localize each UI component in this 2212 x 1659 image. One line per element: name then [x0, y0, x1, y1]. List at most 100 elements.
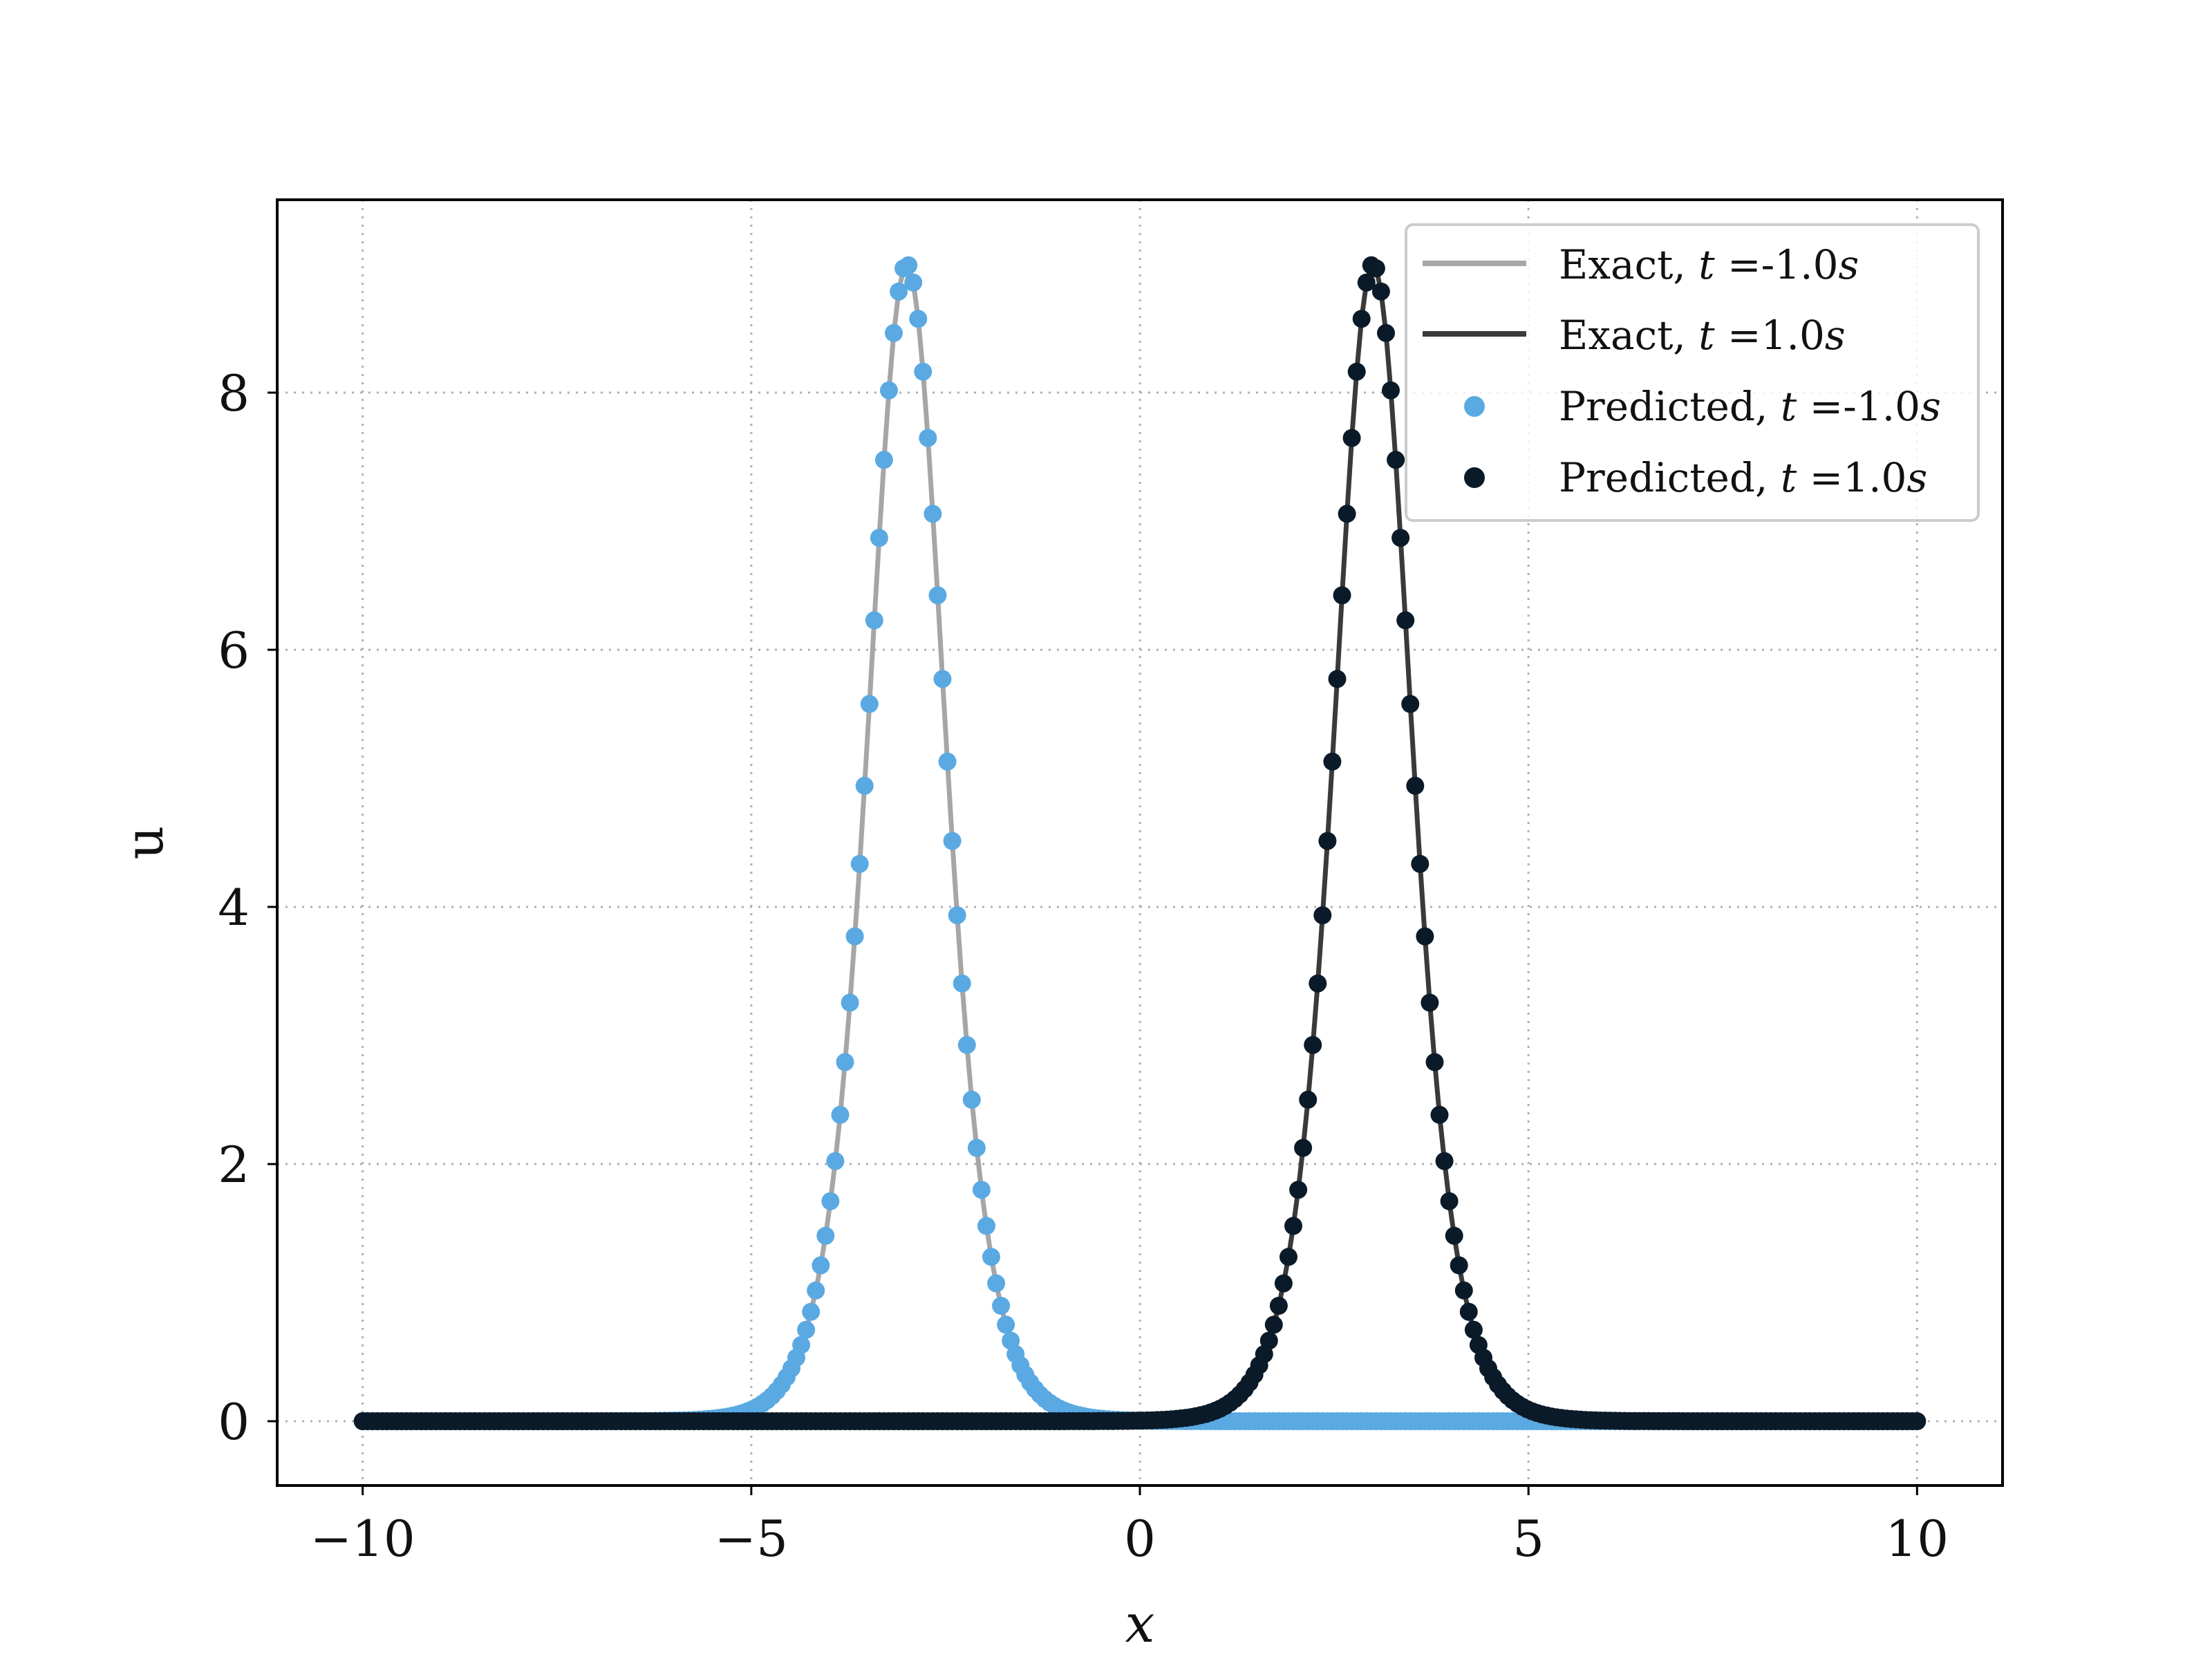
- y-tick-label: 0: [218, 1393, 250, 1451]
- data-point: [1371, 282, 1390, 301]
- data-point: [1459, 1302, 1478, 1321]
- data-point: [933, 670, 952, 688]
- data-point: [812, 1256, 830, 1275]
- data-point: [1264, 1315, 1283, 1334]
- data-point: [1309, 974, 1327, 993]
- data-point: [1454, 1281, 1473, 1300]
- data-point: [1425, 1053, 1444, 1071]
- data-point: [997, 1315, 1015, 1334]
- y-tick-label: 2: [218, 1136, 250, 1194]
- data-point: [850, 854, 869, 873]
- data-point: [792, 1335, 811, 1354]
- y-tick-label: 6: [218, 621, 250, 679]
- data-point: [943, 832, 962, 850]
- predicted-series: [353, 256, 1927, 1430]
- y-tick-label: 4: [218, 879, 250, 937]
- ticks: −10 −5 0 5 10 0 2 4 6 8: [218, 364, 1949, 1568]
- x-tick-label: 5: [1512, 1510, 1544, 1568]
- data-point: [860, 695, 879, 713]
- data-point: [1269, 1297, 1288, 1315]
- data-point: [987, 1274, 1006, 1293]
- data-point: [924, 505, 942, 523]
- x-axis-label: x: [1125, 1593, 1155, 1654]
- data-point: [948, 906, 966, 925]
- data-point: [1313, 906, 1332, 925]
- data-point: [1430, 1105, 1449, 1124]
- data-point: [802, 1302, 821, 1321]
- predicted-points: [353, 256, 1927, 1430]
- data-point: [1357, 273, 1376, 292]
- data-point: [816, 1226, 835, 1245]
- data-point: [1318, 832, 1337, 850]
- legend-box: [1405, 223, 1980, 522]
- data-point: [826, 1152, 845, 1170]
- data-point: [821, 1192, 840, 1210]
- data-point: [1445, 1226, 1463, 1245]
- data-point: [1435, 1152, 1454, 1170]
- data-point: [845, 927, 864, 946]
- data-point: [1274, 1274, 1293, 1293]
- data-point: [1382, 381, 1400, 400]
- data-point: [1367, 259, 1385, 278]
- data-point: [957, 1035, 976, 1054]
- legend-label: Exact, t =1.0s: [1559, 312, 1846, 359]
- data-point: [1338, 505, 1356, 523]
- data-point: [1908, 1412, 1927, 1430]
- data-point: [1450, 1256, 1468, 1275]
- data-point: [1299, 1090, 1318, 1109]
- data-point: [1294, 1138, 1313, 1157]
- data-point: [992, 1297, 1011, 1315]
- data-point: [1259, 1331, 1278, 1350]
- data-point: [865, 611, 883, 630]
- data-point: [1401, 695, 1420, 713]
- data-point: [1391, 529, 1410, 547]
- x-tick-label: 0: [1124, 1510, 1156, 1568]
- data-point: [1280, 1248, 1297, 1266]
- data-point: [885, 324, 903, 342]
- y-axis-label: u: [113, 826, 175, 860]
- data-point: [899, 256, 918, 274]
- legend-label: Exact, t =-1.0s: [1559, 241, 1859, 288]
- data-point: [1284, 1217, 1302, 1235]
- x-tick-label: 10: [1886, 1510, 1949, 1568]
- data-point: [1304, 1035, 1322, 1054]
- data-point: [1387, 451, 1405, 469]
- data-point: [880, 381, 898, 400]
- data-point: [1328, 670, 1347, 688]
- data-point: [1421, 993, 1439, 1012]
- legend-dot-swatch: [1464, 467, 1485, 488]
- data-point: [938, 752, 957, 771]
- data-point: [977, 1217, 995, 1235]
- legend-label: Predicted, t =1.0s: [1559, 454, 1927, 501]
- data-point: [928, 586, 947, 605]
- data-point: [841, 993, 859, 1012]
- data-point: [914, 362, 932, 381]
- data-point: [831, 1105, 850, 1124]
- legend-dot-swatch: [1464, 396, 1485, 417]
- data-point: [797, 1320, 816, 1339]
- data-point: [1342, 429, 1361, 447]
- data-point: [972, 1181, 991, 1199]
- data-point: [1333, 586, 1351, 605]
- data-point: [1289, 1181, 1308, 1199]
- data-point: [904, 273, 923, 292]
- data-point: [1352, 310, 1371, 328]
- data-point: [1347, 362, 1366, 381]
- legend-label: Predicted, t =-1.0s: [1559, 383, 1941, 430]
- data-point: [1416, 927, 1434, 946]
- data-point: [953, 974, 971, 993]
- data-point: [870, 529, 888, 547]
- x-tick-label: −10: [310, 1510, 415, 1568]
- data-point: [1406, 776, 1425, 795]
- data-point: [1323, 752, 1342, 771]
- data-point: [807, 1281, 825, 1300]
- data-point: [855, 776, 874, 795]
- data-point: [1396, 611, 1415, 630]
- data-point: [967, 1138, 986, 1157]
- data-point: [919, 429, 937, 447]
- data-point: [1411, 854, 1430, 873]
- data-point: [962, 1090, 981, 1109]
- data-point: [836, 1053, 854, 1071]
- data-point: [909, 310, 928, 328]
